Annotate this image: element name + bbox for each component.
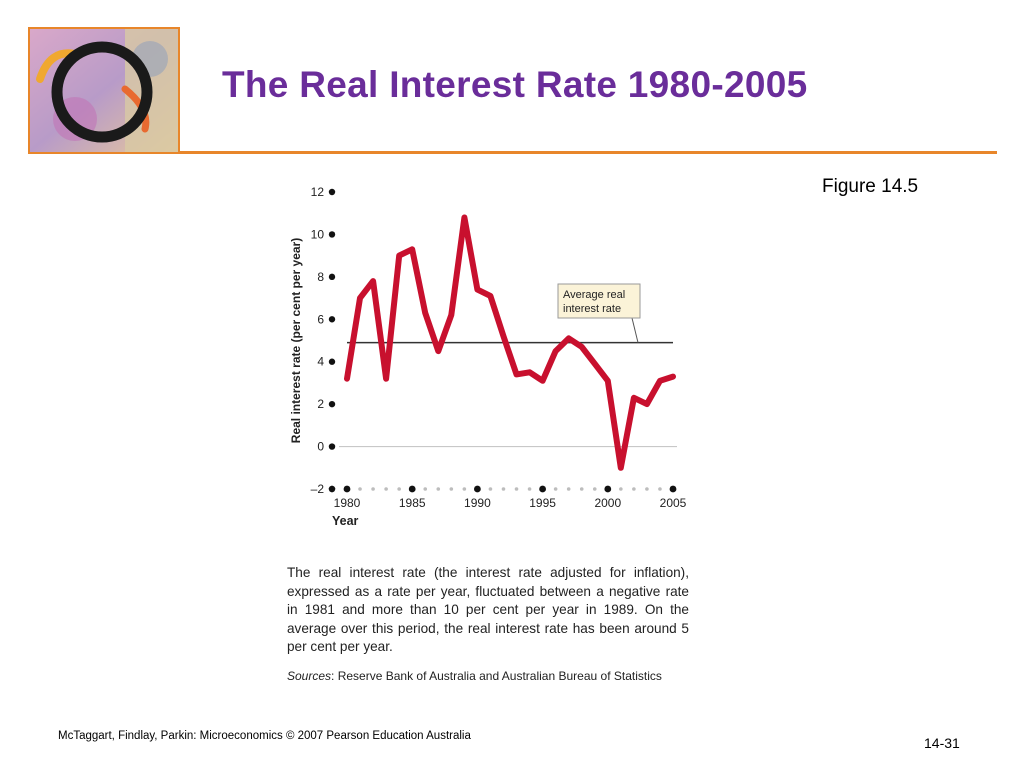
x-axis-label: Year: [332, 514, 359, 528]
title-divider: [180, 151, 997, 154]
x-tick-label: 1980: [334, 496, 361, 510]
y-tick-label: 4: [317, 355, 324, 369]
y-tick-label: 6: [317, 312, 324, 326]
y-axis-label: Real interest rate (per cent per year): [289, 238, 303, 443]
x-tick-label: 1985: [399, 496, 426, 510]
y-tick-dot: [328, 400, 336, 408]
x-minor-dot: [619, 487, 623, 491]
series-line: [344, 214, 676, 471]
x-minor-dot: [449, 487, 454, 491]
x-tick-dot: [539, 485, 546, 493]
x-minor-dot: [462, 487, 467, 491]
page-number: 14-31: [924, 735, 960, 751]
y-tick-label: 2: [317, 397, 324, 411]
x-minor-dot: [592, 487, 597, 491]
y-tick-label: 10: [311, 227, 325, 241]
y-tick-label: 0: [317, 440, 324, 454]
x-tick-dot: [474, 485, 481, 493]
x-minor-dot: [358, 487, 362, 491]
x-minor-dot: [488, 487, 493, 491]
y-tick-dot: [328, 273, 336, 281]
x-minor-dot: [632, 487, 636, 491]
logo: [28, 27, 180, 154]
x-tick-dot: [604, 485, 612, 493]
y-tick-dot: [328, 485, 336, 493]
figure-label: Figure 14.5: [822, 176, 919, 197]
y-tick-dot: [328, 358, 336, 365]
x-tick-dot: [408, 485, 416, 493]
x-minor-dot: [384, 487, 388, 491]
callout-label-line1: Average real: [563, 289, 625, 301]
slide-title: The Real Interest Rate 1980-2005: [222, 64, 808, 105]
x-minor-dot: [658, 487, 662, 491]
x-minor-dot: [579, 487, 584, 491]
x-minor-dot: [371, 487, 375, 491]
y-axis-ticks: 12 10 8 6 4 2 0 –2: [311, 185, 336, 496]
footer-copyright: McTaggart, Findlay, Parkin: Microeconomi…: [58, 730, 471, 742]
y-tick-label: 8: [317, 270, 324, 284]
callout-label-line2: interest rate: [563, 303, 621, 315]
x-minor-dot: [423, 487, 428, 491]
sources-note: Sources: Reserve Bank of Australia and A…: [287, 669, 662, 683]
x-minor-dot: [501, 487, 506, 491]
x-tick-label: 1990: [464, 496, 491, 510]
callout-box: [557, 283, 641, 319]
x-minor-dot: [397, 487, 401, 491]
x-minor-dot: [514, 487, 519, 491]
x-tick-label: 1995: [529, 496, 556, 510]
line-chart: 12 10 8 6 4 2 0 –2 1980 1985 1990 1995 2000 2005 Ave…: [289, 185, 687, 528]
x-minor-dot: [645, 487, 649, 491]
y-tick-label: –2: [311, 482, 325, 496]
axis-dots: [328, 485, 677, 493]
x-tick-dot: [343, 485, 351, 493]
y-tick-label: 12: [311, 185, 325, 199]
x-axis-ticks: 1980 1985 1990 1995 2000 2005: [334, 496, 687, 510]
x-tick-label: 2000: [594, 496, 621, 510]
x-tick-dot: [669, 485, 677, 493]
sources-text: : Reserve Bank of Australia and Australi…: [331, 669, 662, 683]
y-tick-dot: [328, 443, 336, 450]
figure-caption: The real interest rate (the interest rat…: [287, 565, 689, 655]
y-tick-dot: [328, 316, 336, 323]
sources-label: Sources: [287, 669, 332, 683]
x-minor-dot: [566, 487, 571, 491]
x-minor-dot: [553, 487, 558, 491]
y-tick-dot: [328, 231, 336, 238]
y-tick-dot: [328, 188, 336, 196]
x-tick-label: 2005: [660, 496, 687, 510]
x-minor-dot: [436, 487, 441, 491]
callout-leader: [631, 317, 639, 343]
x-minor-dot: [527, 487, 532, 491]
